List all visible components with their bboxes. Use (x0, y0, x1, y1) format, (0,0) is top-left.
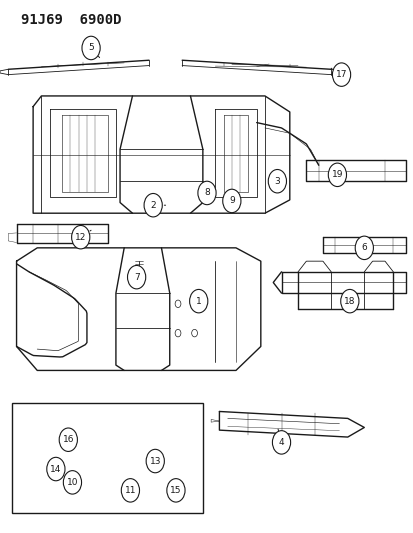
Circle shape (166, 479, 185, 502)
Circle shape (121, 479, 139, 502)
Circle shape (268, 169, 286, 193)
Circle shape (332, 63, 350, 86)
Text: 8: 8 (204, 189, 209, 197)
Text: 17: 17 (335, 70, 347, 79)
Circle shape (222, 189, 240, 213)
Text: 9: 9 (228, 197, 234, 205)
Text: 19: 19 (331, 171, 342, 179)
Circle shape (197, 181, 216, 205)
Circle shape (354, 236, 373, 260)
Text: 10: 10 (66, 478, 78, 487)
Text: 15: 15 (170, 486, 181, 495)
Circle shape (340, 289, 358, 313)
Circle shape (127, 265, 145, 289)
Text: 1: 1 (195, 297, 201, 305)
Text: 3: 3 (274, 177, 280, 185)
Circle shape (144, 193, 162, 217)
Circle shape (47, 457, 65, 481)
Text: 7: 7 (133, 273, 139, 281)
Circle shape (328, 163, 346, 187)
Text: 13: 13 (149, 457, 161, 465)
Circle shape (189, 289, 207, 313)
Circle shape (272, 431, 290, 454)
Circle shape (146, 449, 164, 473)
Circle shape (71, 225, 90, 249)
Text: 14: 14 (50, 465, 62, 473)
Circle shape (59, 428, 77, 451)
Circle shape (63, 471, 81, 494)
Text: 18: 18 (343, 297, 355, 305)
Text: 12: 12 (75, 233, 86, 241)
Circle shape (82, 36, 100, 60)
FancyBboxPatch shape (12, 403, 202, 513)
Text: 11: 11 (124, 486, 136, 495)
Text: 16: 16 (62, 435, 74, 444)
Text: 4: 4 (278, 438, 284, 447)
Text: 5: 5 (88, 44, 94, 52)
Text: 91J69  6900D: 91J69 6900D (21, 13, 121, 27)
Text: 2: 2 (150, 201, 156, 209)
Text: 6: 6 (361, 244, 366, 252)
